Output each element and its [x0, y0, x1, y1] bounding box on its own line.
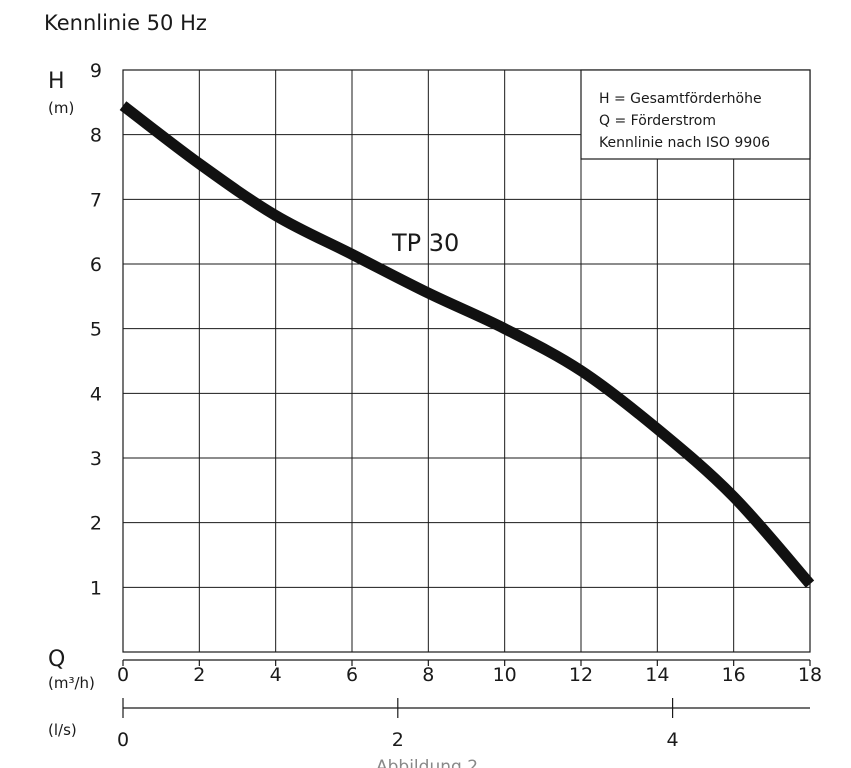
chart-title: Kennlinie 50 Hz [44, 11, 207, 35]
series-label-tp30: TP 30 [391, 229, 459, 257]
x-tick-label: 4 [270, 664, 282, 686]
y-axis-unit: (m) [48, 99, 74, 117]
y-tick-label: 5 [90, 319, 102, 341]
y-axis-symbol: H [48, 69, 65, 94]
y-tick-label: 9 [90, 60, 102, 82]
x-tick-label: 0 [117, 664, 129, 686]
legend-line-h: H = Gesamtförderhöhe [599, 91, 762, 107]
x-secondary-tick-label: 0 [117, 729, 129, 751]
x-tick-label: 18 [798, 664, 822, 686]
x-tick-label: 10 [493, 664, 517, 686]
x-tick-label: 8 [422, 664, 434, 686]
x-tick-label: 2 [193, 664, 205, 686]
x-tick-labels: 0 2 4 6 8 10 12 14 16 18 [117, 659, 822, 686]
chart-legend: H = Gesamtförderhöhe Q = Förderstrom Ken… [580, 69, 811, 160]
y-tick-label: 6 [90, 254, 102, 276]
secondary-x-axis: 0 2 4 [117, 698, 810, 751]
y-tick-label: 4 [90, 383, 102, 405]
chart-grid [122, 69, 811, 653]
x-axis-secondary-unit: (l/s) [48, 721, 77, 739]
x-axis-unit: (m³/h) [48, 674, 95, 692]
x-secondary-tick-label: 2 [392, 729, 404, 751]
y-tick-labels: 1 2 3 4 5 6 7 8 9 [90, 60, 102, 599]
y-tick-label: 2 [90, 513, 102, 535]
x-axis-symbol: Q [48, 647, 65, 672]
y-tick-label: 1 [90, 577, 102, 599]
legend-line-iso: Kennlinie nach ISO 9906 [599, 135, 770, 151]
x-tick-label: 6 [346, 664, 358, 686]
figure-caption: Abbildung 2 [376, 757, 478, 768]
plot-frame [122, 69, 811, 653]
y-tick-label: 8 [90, 125, 102, 147]
x-tick-label: 16 [722, 664, 746, 686]
x-tick-label: 14 [645, 664, 669, 686]
x-tick-label: 12 [569, 664, 593, 686]
series-line-tp30 [119, 101, 815, 588]
legend-line-q: Q = Förderstrom [599, 113, 716, 129]
x-secondary-tick-label: 4 [667, 729, 679, 751]
legend-box [580, 69, 811, 160]
y-tick-label: 7 [90, 189, 102, 211]
y-tick-label: 3 [90, 448, 102, 470]
